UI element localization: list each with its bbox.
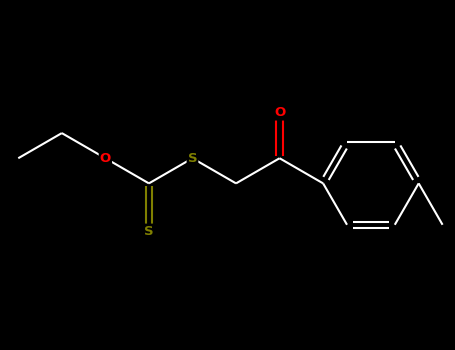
Text: O: O: [274, 106, 285, 119]
Text: S: S: [144, 225, 154, 238]
Text: S: S: [187, 152, 197, 165]
Text: O: O: [100, 152, 111, 165]
